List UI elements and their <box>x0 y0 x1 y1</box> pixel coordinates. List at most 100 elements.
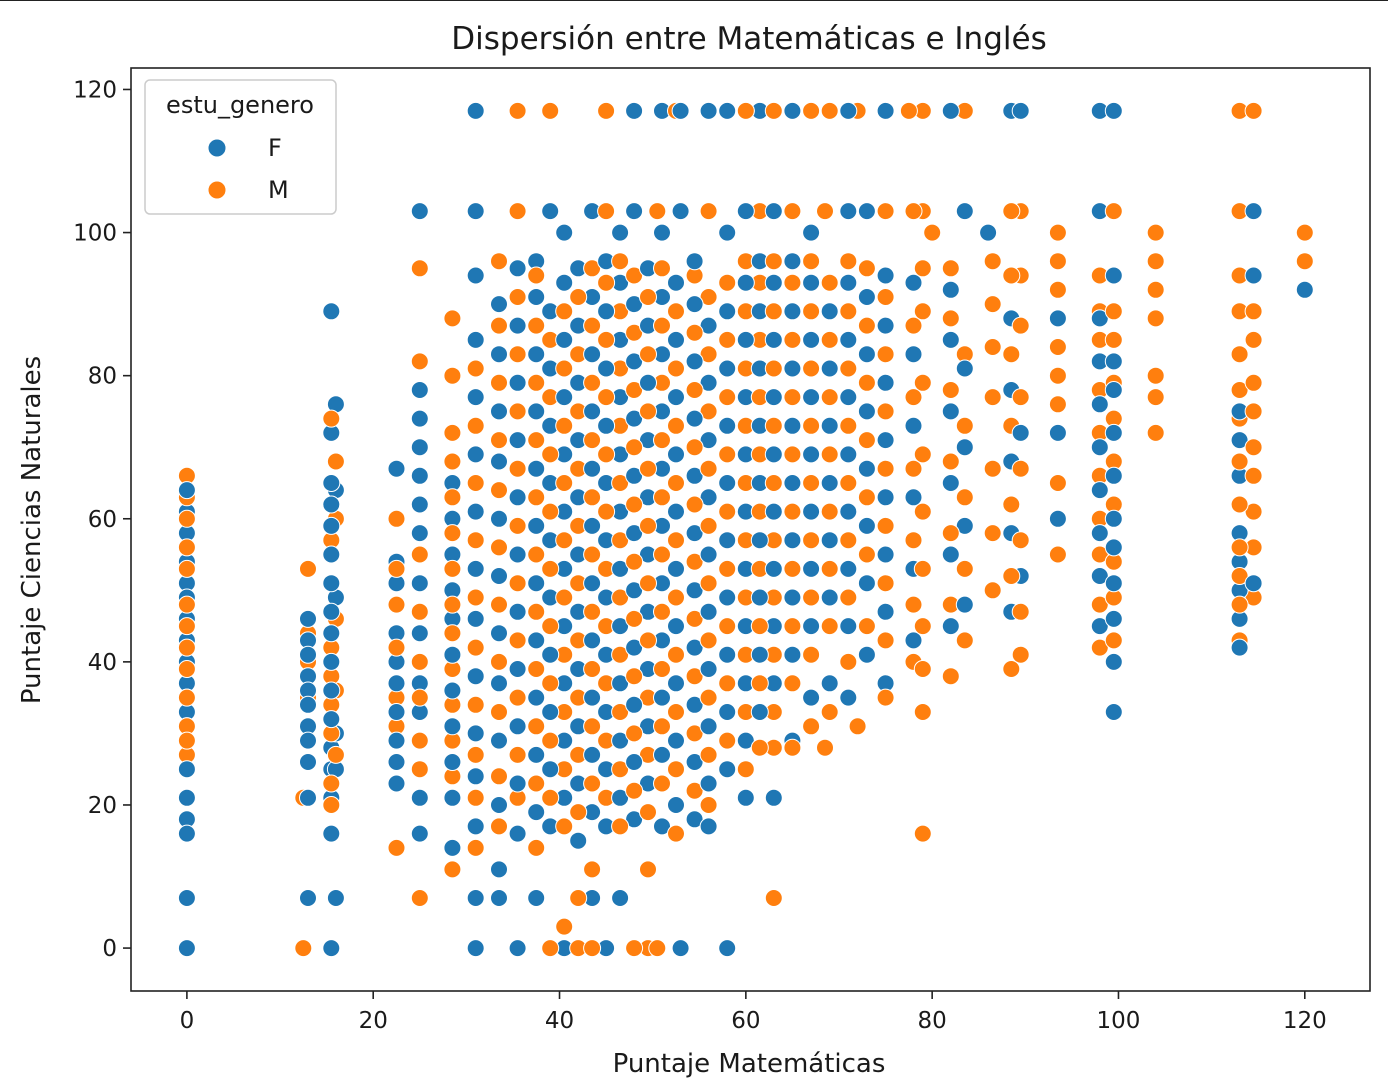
scatter-point-m <box>653 488 671 507</box>
scatter-point-m <box>1244 402 1263 421</box>
scatter-point-m <box>177 617 196 636</box>
scatter-point-m <box>1002 660 1021 678</box>
scatter-point-m <box>177 660 196 678</box>
scatter-point-f <box>1090 524 1109 543</box>
scatter-point-f <box>941 617 960 636</box>
scatter-point-m <box>387 595 406 614</box>
scatter-point-m <box>322 774 341 793</box>
scatter-point-m <box>955 416 974 435</box>
scatter-point-m <box>1146 388 1165 407</box>
scatter-point-m <box>857 488 876 507</box>
scatter-point-f <box>443 788 462 807</box>
scatter-point-f <box>625 409 644 428</box>
scatter-point-f <box>1104 101 1123 120</box>
scatter-point-f <box>490 860 508 879</box>
scatter-point-f <box>1090 617 1109 636</box>
scatter-point-f <box>466 724 485 743</box>
scatter-point-f <box>857 288 876 306</box>
scatter-point-f <box>839 273 858 292</box>
scatter-point-m <box>1146 366 1165 385</box>
scatter-point-m <box>541 939 560 958</box>
scatter-point-m <box>653 602 671 621</box>
scatter-point-m <box>653 660 671 678</box>
scatter-point-m <box>387 509 406 528</box>
scatter-point-f <box>527 459 546 478</box>
scatter-point-f <box>410 202 429 221</box>
scatter-point-m <box>816 202 834 221</box>
scatter-point-m <box>1011 602 1030 621</box>
scatter-point-m <box>667 474 685 492</box>
scatter-point-m <box>410 545 429 564</box>
scatter-point-f <box>322 495 341 514</box>
scatter-point-f <box>667 617 685 636</box>
scatter-point-m <box>326 745 345 764</box>
scatter-point-f <box>820 674 839 693</box>
scatter-point-f <box>876 431 895 450</box>
scatter-point-m <box>1011 316 1030 335</box>
scatter-point-f <box>685 295 704 314</box>
scatter-point-m <box>527 838 546 857</box>
scatter-point-f <box>625 202 644 221</box>
scatter-point-f <box>611 731 630 750</box>
scatter-point-m <box>443 488 462 507</box>
scatter-point-f <box>667 273 685 292</box>
scatter-point-m <box>611 817 630 836</box>
scatter-point-m <box>699 745 718 764</box>
scatter-point-m <box>648 939 667 958</box>
scatter-point-m <box>941 524 960 543</box>
scatter-point-m <box>466 838 485 857</box>
scatter-point-f <box>583 631 602 650</box>
scatter-point-f <box>387 731 406 750</box>
scatter-point-m <box>326 452 345 471</box>
scatter-point-f <box>508 717 527 736</box>
scatter-point-m <box>508 402 527 421</box>
scatter-point-m <box>583 860 602 879</box>
scatter-point-m <box>466 745 485 764</box>
scatter-point-m <box>527 488 546 507</box>
scatter-point-m <box>583 545 602 564</box>
scatter-point-f <box>1048 423 1067 442</box>
scatter-point-f <box>955 438 974 457</box>
scatter-point-f <box>736 202 755 221</box>
scatter-point-m <box>876 631 895 650</box>
scatter-point-f <box>1090 438 1109 457</box>
scatter-point-f <box>718 588 737 607</box>
scatter-point-m <box>941 452 960 471</box>
scatter-point-f <box>322 652 341 671</box>
scatter-point-m <box>583 602 602 621</box>
x-tick-label: 80 <box>918 1008 947 1034</box>
scatter-point-m <box>783 388 802 407</box>
scatter-point-f <box>857 645 876 664</box>
scatter-point-m <box>1104 302 1123 321</box>
scatter-point-m <box>625 552 644 571</box>
scatter-point-f <box>1011 423 1030 442</box>
scatter-point-m <box>583 488 602 507</box>
scatter-point-m <box>913 373 932 392</box>
legend-marker-f <box>207 138 227 158</box>
scatter-point-m <box>569 288 588 306</box>
scatter-point-f <box>653 745 671 764</box>
scatter-point-m <box>443 309 462 328</box>
scatter-point-m <box>1230 452 1249 471</box>
scatter-point-f <box>322 302 341 321</box>
scatter-point-m <box>876 574 895 593</box>
scatter-point-f <box>387 674 406 693</box>
scatter-point-f <box>820 474 839 492</box>
scatter-point-f <box>322 710 341 729</box>
scatter-point-m <box>955 488 974 507</box>
scatter-point-m <box>555 588 574 607</box>
scatter-point-f <box>802 559 821 578</box>
scatter-point-m <box>783 738 802 757</box>
scatter-point-f <box>1104 509 1123 528</box>
scatter-point-f <box>783 252 802 271</box>
scatter-point-f <box>750 645 769 664</box>
legend-label-f: F <box>268 134 282 162</box>
scatter-point-m <box>802 416 821 435</box>
y-tick-label: 20 <box>88 793 117 819</box>
scatter-point-f <box>802 688 821 707</box>
scatter-point-f <box>639 373 657 392</box>
scatter-point-f <box>322 939 341 958</box>
scatter-point-f <box>410 574 429 593</box>
scatter-point-f <box>764 388 783 407</box>
scatter-point-m <box>1244 466 1263 485</box>
